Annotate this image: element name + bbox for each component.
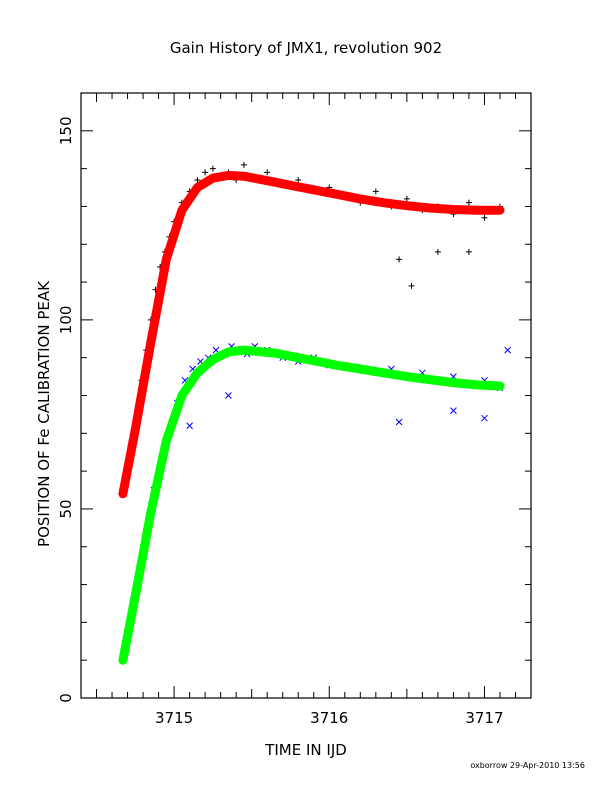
y-tick-label: 0	[57, 693, 75, 703]
chart-title: Gain History of JMX1, revolution 902	[170, 39, 442, 57]
data-point	[295, 176, 302, 183]
data-point	[372, 188, 379, 195]
data-point	[202, 169, 209, 176]
data-point	[194, 176, 201, 183]
series-2	[118, 170, 505, 499]
data-point	[434, 248, 441, 255]
series-3	[118, 345, 505, 665]
data-point	[264, 169, 271, 176]
data-point	[481, 214, 488, 221]
x-tick-label: 3717	[465, 709, 503, 727]
x-tick-label: 3715	[155, 709, 193, 727]
fit-curve-2	[118, 170, 505, 499]
data-point	[240, 161, 247, 168]
data-point	[395, 418, 403, 426]
tick-labels: 3715 3716 3717 0 50 100 150	[57, 116, 504, 727]
x-tick-label: 3716	[310, 709, 348, 727]
y-tick-label: 100	[57, 306, 75, 335]
data-point	[465, 199, 472, 206]
data-point	[408, 282, 415, 289]
y-tick-label: 150	[57, 116, 75, 145]
y-tick-label: 50	[57, 499, 75, 518]
data-point	[465, 248, 472, 255]
data-point	[396, 256, 403, 263]
data-point	[186, 422, 193, 430]
axis-ticks	[80, 92, 532, 699]
series-layer	[118, 161, 512, 665]
data-point	[481, 414, 488, 422]
footer-credit: oxborrow 29-Apr-2010 13:56	[470, 761, 585, 770]
x-axis-label: TIME IN IJD	[264, 741, 347, 759]
fit-curve-3	[118, 345, 505, 665]
data-point	[403, 195, 410, 202]
data-point	[450, 407, 457, 414]
series-1	[119, 342, 512, 664]
data-point	[504, 346, 512, 354]
data-point	[225, 392, 232, 399]
y-axis-label: POSITION OF Fe CALIBRATION PEAK	[35, 280, 53, 547]
data-point	[209, 165, 216, 172]
